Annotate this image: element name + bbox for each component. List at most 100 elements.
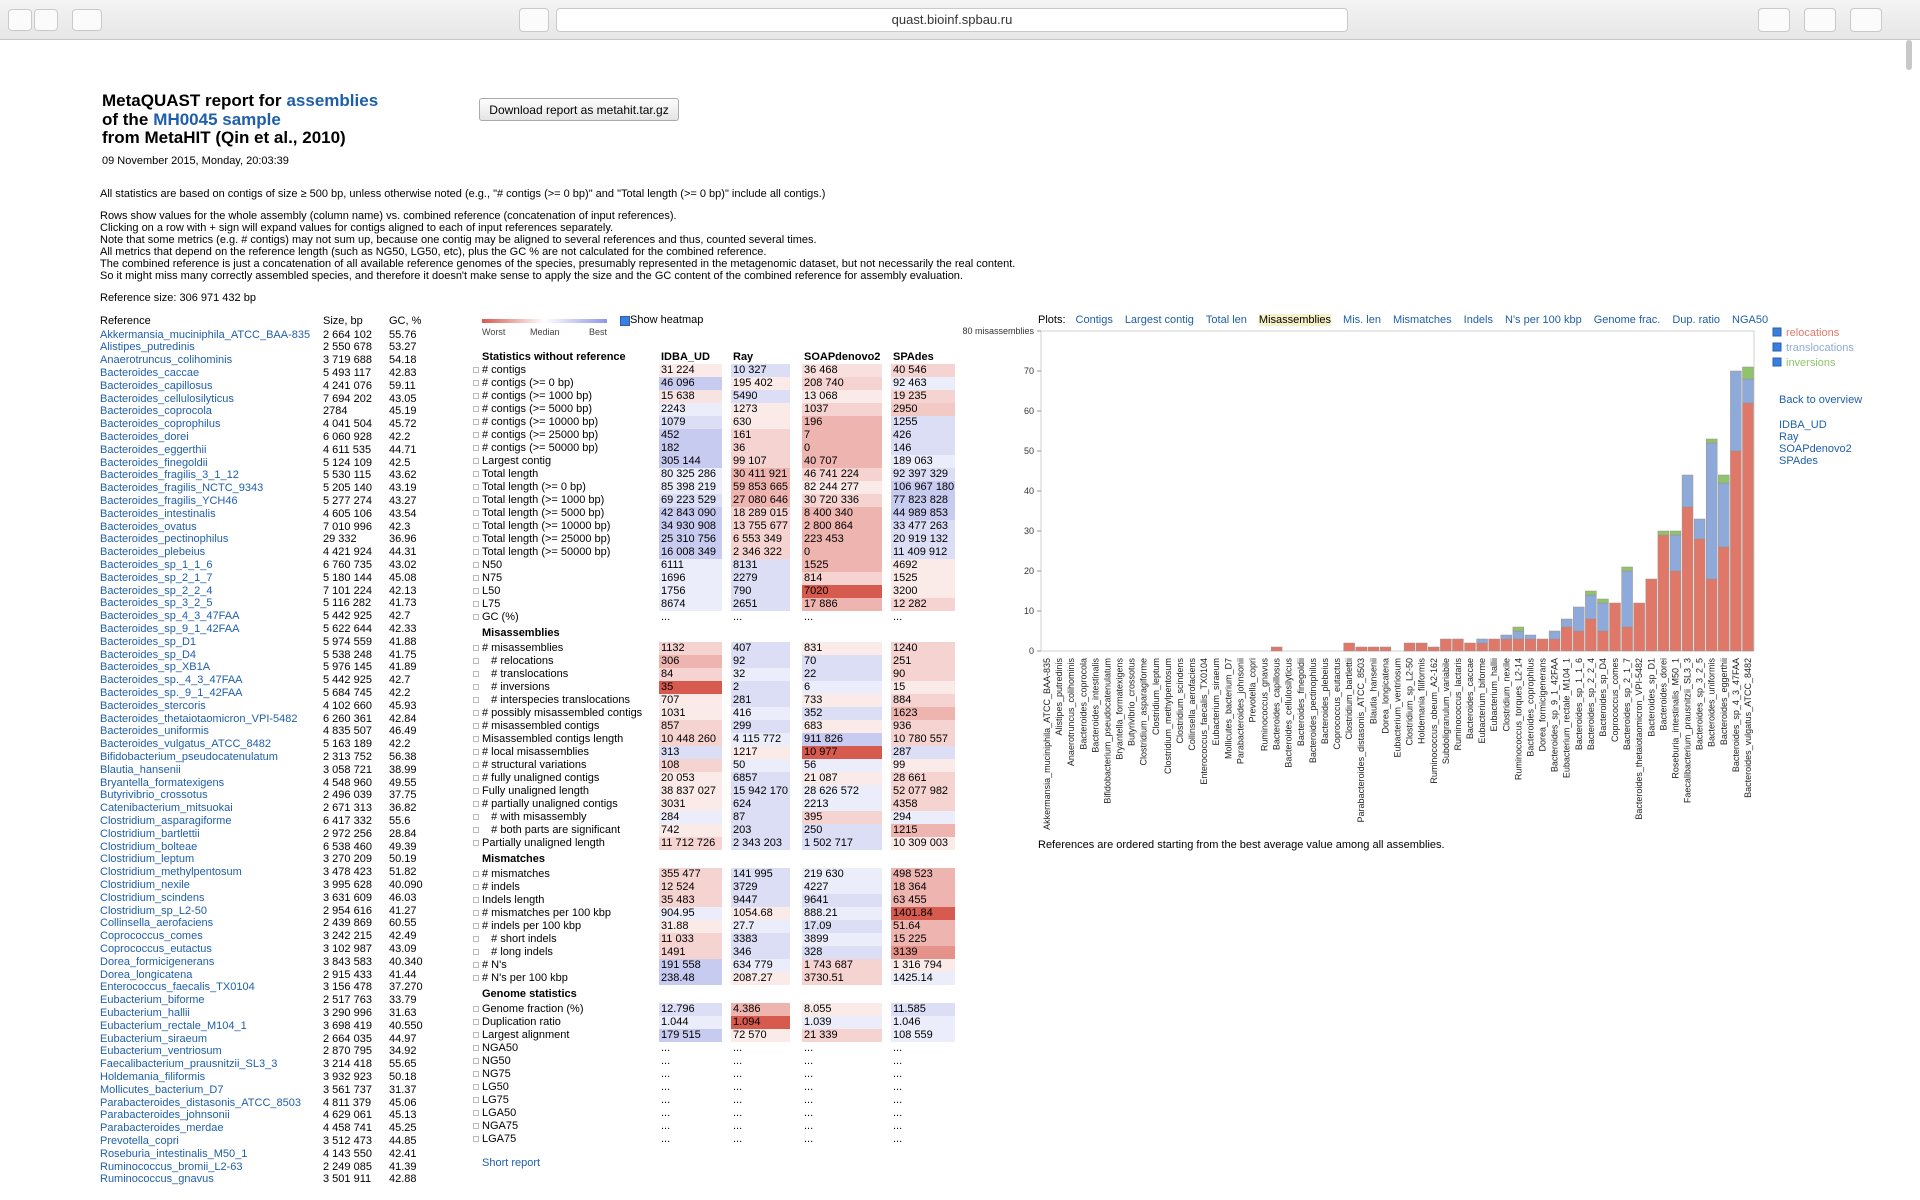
expand-icon[interactable] bbox=[473, 1058, 479, 1064]
legend-checkbox[interactable] bbox=[1772, 342, 1782, 352]
plot-tab[interactable]: NGA50 bbox=[1732, 314, 1769, 326]
expand-icon[interactable] bbox=[473, 749, 479, 755]
stat-label[interactable]: Indels length bbox=[482, 894, 545, 906]
reference-link[interactable]: Bacteroides_thetaiotaomicron_VPI-5482 bbox=[100, 712, 298, 725]
stat-label[interactable]: # indels bbox=[482, 881, 520, 893]
stat-label[interactable]: NG75 bbox=[482, 1068, 511, 1080]
reference-link[interactable]: Bacteroides_coprophilus bbox=[100, 418, 221, 431]
reference-link[interactable]: Alistipes_putredinis bbox=[100, 341, 195, 354]
stat-label[interactable]: # contigs (>= 25000 bp) bbox=[482, 429, 599, 441]
plot-tab[interactable]: Largest contig bbox=[1124, 314, 1194, 326]
stat-label[interactable]: Total length (>= 50000 bp) bbox=[482, 546, 611, 558]
expand-icon[interactable] bbox=[473, 871, 479, 877]
stat-label[interactable]: # contigs (>= 1000 bp) bbox=[482, 390, 593, 402]
expand-icon[interactable] bbox=[473, 1136, 479, 1142]
stat-label[interactable]: NGA75 bbox=[482, 1120, 519, 1132]
expand-icon[interactable] bbox=[473, 523, 479, 529]
stat-label[interactable]: # contigs (>= 10000 bp) bbox=[482, 416, 599, 428]
reference-link[interactable]: Anaerotruncus_colihominis bbox=[100, 354, 233, 367]
expand-icon[interactable] bbox=[473, 923, 479, 929]
reference-link[interactable]: Catenibacterium_mitsuokai bbox=[100, 802, 233, 815]
stat-label[interactable]: # mismatches per 100 kbp bbox=[482, 907, 612, 919]
stat-label[interactable]: Duplication ratio bbox=[482, 1016, 561, 1028]
expand-icon[interactable] bbox=[473, 1110, 479, 1116]
short-report-link[interactable]: Short report bbox=[482, 1157, 541, 1169]
expand-icon[interactable] bbox=[473, 1123, 479, 1129]
stat-label[interactable]: # relocations bbox=[482, 655, 554, 667]
reference-link[interactable]: Bacteroides_vulgatus_ATCC_8482 bbox=[100, 738, 272, 751]
reference-link[interactable]: Bacteroides_capillosus bbox=[100, 379, 213, 392]
expand-icon[interactable] bbox=[473, 814, 479, 820]
stat-label[interactable]: Total length (>= 25000 bp) bbox=[482, 533, 611, 545]
reference-link[interactable]: Parabacteroides_distasonis_ATCC_8503 bbox=[100, 1096, 301, 1109]
expand-icon[interactable] bbox=[473, 884, 479, 890]
reference-link[interactable]: Bacteroides_sp_XB1A bbox=[100, 661, 211, 674]
reference-link[interactable]: Bacteroides_eggerthii bbox=[100, 443, 207, 456]
stat-label[interactable]: # misassemblies bbox=[482, 642, 564, 654]
expand-icon[interactable] bbox=[473, 723, 479, 729]
expand-icon[interactable] bbox=[473, 458, 479, 464]
stat-label[interactable]: NG50 bbox=[482, 1055, 511, 1067]
expand-icon[interactable] bbox=[473, 1071, 479, 1077]
reference-link[interactable]: Bacteroides_plebeius bbox=[100, 546, 206, 559]
stat-label[interactable]: # both parts are significant bbox=[482, 824, 621, 836]
reference-link[interactable]: Bacteroides_fragilis_3_1_12 bbox=[100, 469, 239, 482]
plot-tab[interactable]: Misassemblies bbox=[1258, 314, 1332, 326]
expand-icon[interactable] bbox=[473, 645, 479, 651]
reference-link[interactable]: Bacteroides_pectinophilus bbox=[100, 533, 229, 546]
plot-tab[interactable]: Dup. ratio bbox=[1672, 314, 1721, 326]
reference-link[interactable]: Bacteroides_stercoris bbox=[100, 699, 206, 712]
title-link[interactable]: assemblies bbox=[286, 91, 379, 110]
reference-link[interactable]: Bacteroides_sp._4_3_47FAA bbox=[100, 674, 243, 687]
reference-link[interactable]: Bacteroides_sp_2_1_7 bbox=[100, 571, 213, 584]
reference-link[interactable]: Clostridium_scindens bbox=[100, 891, 205, 904]
plot-tab[interactable]: Contigs bbox=[1075, 314, 1113, 326]
expand-icon[interactable] bbox=[473, 684, 479, 690]
reference-link[interactable]: Parabacteroides_johnsonii bbox=[100, 1109, 230, 1122]
stat-label[interactable]: # N's bbox=[482, 959, 507, 971]
title-link[interactable]: MH0045 sample bbox=[153, 110, 281, 129]
reference-link[interactable]: Eubacterium_ventriosum bbox=[100, 1045, 222, 1058]
reference-link[interactable]: Bryantella_formatexigens bbox=[100, 776, 225, 789]
reference-link[interactable]: Clostridium_bolteae bbox=[100, 840, 198, 853]
reference-link[interactable]: Bacteroides_sp_1_1_6 bbox=[100, 558, 213, 571]
expand-icon[interactable] bbox=[473, 840, 479, 846]
reference-link[interactable]: Butyrivibrio_crossotus bbox=[100, 789, 208, 802]
reference-link[interactable]: Dorea_formicigenerans bbox=[100, 955, 215, 968]
reference-link[interactable]: Bacteroides_sp._9_1_42FAA bbox=[100, 686, 243, 699]
reference-link[interactable]: Blautia_hansenii bbox=[100, 763, 181, 776]
stat-label[interactable]: # N's per 100 kbp bbox=[482, 972, 568, 984]
expand-icon[interactable] bbox=[473, 601, 479, 607]
expand-icon[interactable] bbox=[473, 536, 479, 542]
expand-icon[interactable] bbox=[473, 827, 479, 833]
expand-icon[interactable] bbox=[473, 775, 479, 781]
expand-icon[interactable] bbox=[473, 1045, 479, 1051]
stat-label[interactable]: GC (%) bbox=[482, 611, 519, 623]
expand-icon[interactable] bbox=[473, 910, 479, 916]
share-button[interactable] bbox=[1758, 8, 1790, 32]
reference-link[interactable]: Bacteroides_intestinalis bbox=[100, 507, 216, 520]
stat-label[interactable]: Partially unaligned length bbox=[482, 837, 605, 849]
reference-link[interactable]: Bacteroides_sp_D4 bbox=[100, 648, 197, 661]
stat-label[interactable]: # contigs (>= 50000 bp) bbox=[482, 442, 599, 454]
forward-button[interactable] bbox=[34, 9, 58, 31]
expand-icon[interactable] bbox=[473, 432, 479, 438]
expand-icon[interactable] bbox=[473, 697, 479, 703]
reference-link[interactable]: Roseburia_intestinalis_M50_1 bbox=[100, 1147, 248, 1160]
reference-link[interactable]: Bacteroides_caccae bbox=[100, 366, 200, 379]
expand-icon[interactable] bbox=[473, 897, 479, 903]
heatmap-checkbox[interactable] bbox=[620, 316, 630, 326]
expand-icon[interactable] bbox=[473, 962, 479, 968]
stat-label[interactable]: Fully unaligned length bbox=[482, 785, 590, 797]
stat-label[interactable]: Total length (>= 5000 bp) bbox=[482, 507, 605, 519]
expand-icon[interactable] bbox=[473, 497, 479, 503]
expand-icon[interactable] bbox=[473, 510, 479, 516]
stat-label[interactable]: Total length (>= 10000 bp) bbox=[482, 520, 611, 532]
stat-label[interactable]: # contigs (>= 0 bp) bbox=[482, 377, 574, 389]
plot-tab[interactable]: Mis. len bbox=[1343, 314, 1381, 326]
expand-icon[interactable] bbox=[473, 549, 479, 555]
reference-link[interactable]: Enterococcus_faecalis_TX0104 bbox=[100, 981, 255, 994]
reference-link[interactable]: Eubacterium_rectale_M104_1 bbox=[100, 1019, 247, 1032]
expand-icon[interactable] bbox=[473, 471, 479, 477]
expand-icon[interactable] bbox=[473, 710, 479, 716]
